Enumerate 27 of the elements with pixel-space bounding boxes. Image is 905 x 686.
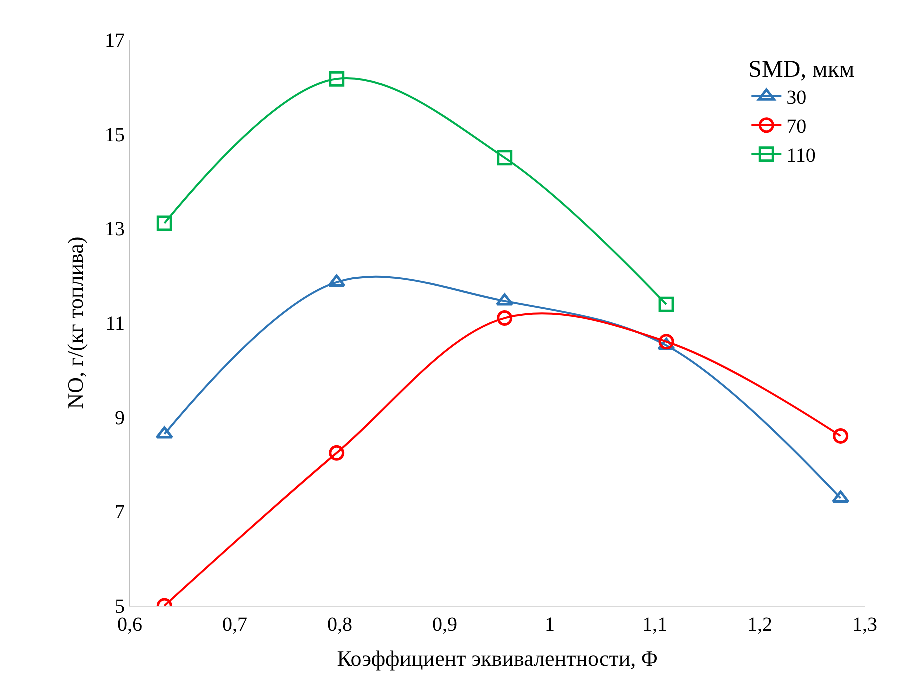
x-tick-label: 0,9 [432,614,458,636]
y-tick-label: 9 [115,407,125,430]
x-tick-label: 1,3 [852,614,878,636]
legend-label: 70 [786,116,807,138]
point [497,310,513,326]
x-tick-label: 0,8 [328,614,352,636]
point [156,216,172,232]
legend-title: SMD, мкм [748,56,855,83]
x-tick-label: 0,7 [222,614,248,636]
point [329,445,345,461]
y-tick-label: 13 [105,218,125,241]
x-tick-label: 1 [545,614,555,636]
x-axis-title: Коэффициент эквивалентности, Φ [337,646,658,671]
y-tick-label: 11 [106,313,125,335]
point [497,150,513,166]
y-tick-label: 7 [115,502,125,524]
x-tick-label: 1,1 [642,614,668,636]
y-axis-title: NO, г/(кг топлива) [62,236,88,410]
y-tick-label: 17 [105,30,125,52]
legend-label: 30 [786,87,807,110]
y-tick-label: 15 [105,124,125,146]
point [329,71,345,87]
point [658,334,674,350]
legend-label: 110 [786,145,816,168]
x-tick-label: 1,2 [748,614,772,636]
point [658,296,674,312]
point [833,428,849,444]
